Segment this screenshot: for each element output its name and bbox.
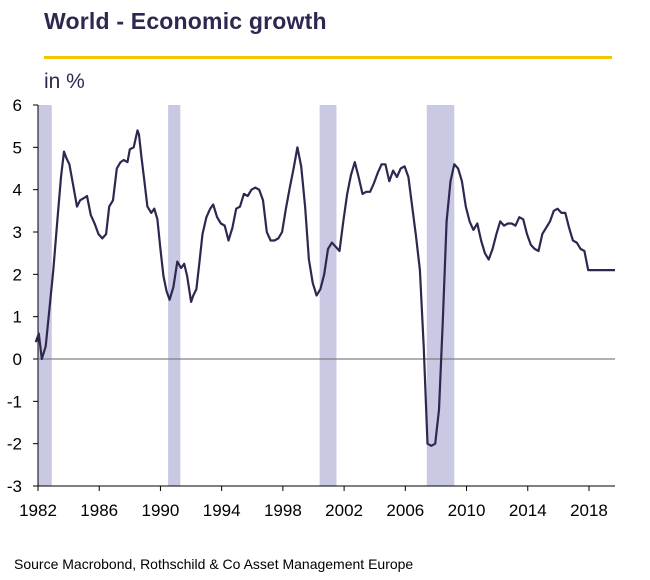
y-tick-label: 0	[13, 350, 22, 369]
x-tick-label: 1994	[203, 501, 241, 520]
y-tick-label: 2	[13, 265, 22, 284]
y-tick-label: 4	[13, 181, 22, 200]
x-axis-ticks: 1982 1986 1990 1994 1998 2002 2006 2010 2014 2018	[19, 486, 608, 520]
y-tick-label: 6	[13, 96, 22, 115]
x-tick-label: 2018	[570, 501, 608, 520]
y-tick-label: -1	[7, 392, 22, 411]
recession-band-3	[319, 105, 337, 486]
x-tick-label: 1982	[19, 501, 57, 520]
y-tick-label: 5	[13, 138, 22, 157]
y-unit-label: in %	[44, 70, 85, 93]
title-underline	[44, 56, 612, 59]
chart-title: World - Economic growth	[44, 8, 327, 34]
x-tick-label: 2002	[325, 501, 363, 520]
x-tick-label: 1990	[142, 501, 180, 520]
recession-band-2	[168, 105, 181, 486]
recession-bands	[38, 105, 455, 486]
x-tick-label: 1998	[264, 501, 302, 520]
y-axis-ticks: 6 5 4 3 2 1 0 -1 -2 -3	[7, 96, 38, 496]
y-tick-label: -2	[7, 435, 22, 454]
x-tick-label: 2006	[386, 501, 424, 520]
recession-band-1	[38, 105, 52, 486]
source-note: Source Macrobond, Rothschild & Co Asset …	[14, 556, 414, 572]
growth-series	[34, 129, 615, 447]
x-tick-label: 1986	[80, 501, 118, 520]
y-tick-label: 1	[13, 308, 22, 327]
y-tick-label: -3	[7, 477, 22, 496]
chart-axes	[37, 105, 615, 487]
series-line-1	[34, 129, 615, 447]
x-tick-label: 2014	[509, 501, 547, 520]
recession-band-4	[426, 105, 455, 486]
x-tick-label: 2010	[448, 501, 486, 520]
y-tick-label: 3	[13, 223, 22, 242]
